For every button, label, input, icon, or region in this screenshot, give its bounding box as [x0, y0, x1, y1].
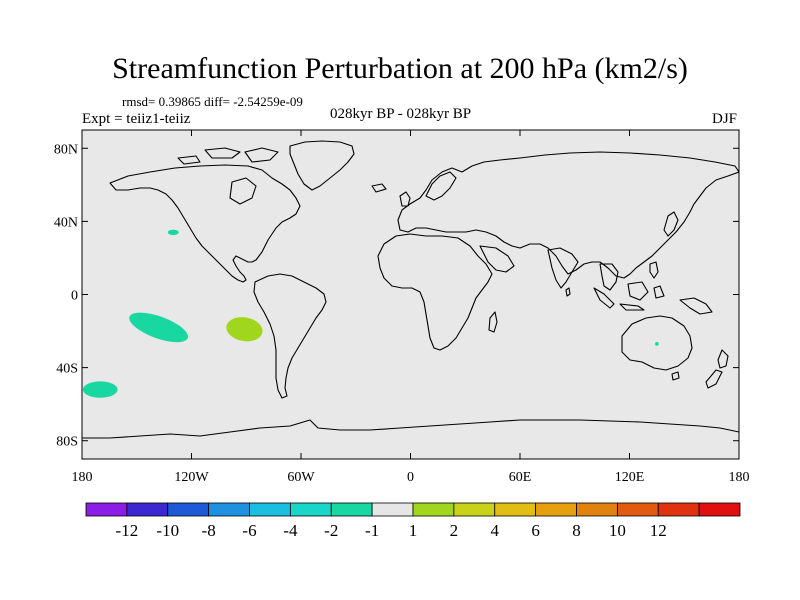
- colorbar-label: -8: [202, 521, 216, 540]
- map-background: [82, 130, 739, 459]
- coastlines: [82, 140, 739, 439]
- colorbar-label: 6: [531, 521, 540, 540]
- lon-tick-label: 180: [72, 470, 93, 485]
- lon-tick-label: 60E: [509, 470, 532, 485]
- colorbar-label: 1: [409, 521, 418, 540]
- anomaly-southeast-pacific-positive: [226, 317, 263, 342]
- colorbar-segment: [616, 502, 659, 517]
- colorbar-segment: [330, 502, 373, 517]
- latitude-axis: 80N 40N 0 40S 80S: [54, 142, 739, 450]
- colorbar-label: -12: [116, 521, 139, 540]
- lon-tick-label: 180: [729, 470, 750, 485]
- colorbar-segment: [371, 502, 414, 517]
- colorbar-segment: [126, 502, 169, 517]
- colorbar-segment: [412, 502, 455, 517]
- lat-tick-label: 40N: [54, 215, 78, 230]
- colorbar-segment: [698, 502, 741, 517]
- colorbar-segment: [453, 502, 496, 517]
- colorbar: -12 -10 -8 -6 -4 -2 -1 1 2 4 6 8 10 12: [85, 502, 741, 540]
- lat-tick-label: 40S: [56, 362, 78, 377]
- lon-tick-label: 0: [407, 470, 414, 485]
- period-label: 028kyr BP - 028kyr BP: [330, 106, 472, 122]
- lat-tick-label: 80S: [56, 435, 78, 450]
- colorbar-segment: [535, 502, 577, 517]
- colorbar-segment: [576, 502, 618, 517]
- lon-tick-label: 120W: [174, 470, 209, 485]
- lat-tick-label: 80N: [54, 142, 78, 157]
- colorbar-segment: [208, 502, 250, 517]
- colorbar-segment: [167, 502, 210, 517]
- season-label: DJF: [712, 111, 738, 127]
- lat-tick-label: 0: [71, 289, 78, 304]
- anomaly-north-pacific-small-negative: [167, 229, 179, 236]
- colorbar-label: 4: [491, 521, 500, 540]
- lon-tick-label: 120E: [615, 470, 645, 485]
- experiment-label: Expt = teiiz1-teiiz: [82, 111, 191, 127]
- colorbar-label: 2: [450, 521, 459, 540]
- colorbar-label: -6: [242, 521, 256, 540]
- colorbar-label: 10: [609, 521, 626, 540]
- rmsd-diff-stats: rmsd= 0.39865 diff= -2.54259e-09: [122, 94, 303, 109]
- colorbar-label: -10: [156, 521, 179, 540]
- longitude-axis: 180 120W 60W 0 60E 120E 180: [72, 130, 750, 485]
- colorbar-label: -2: [324, 521, 338, 540]
- anomaly-southern-ocean-negative: [82, 381, 118, 398]
- lon-tick-label: 60W: [287, 470, 315, 485]
- colorbar-segment: [494, 502, 537, 517]
- colorbar-label: -4: [283, 521, 298, 540]
- anomaly-south-pacific-negative: [129, 312, 189, 343]
- colorbar-segment: [249, 502, 291, 517]
- colorbar-label: 8: [572, 521, 581, 540]
- anomaly-australia-small-negative: [655, 342, 659, 346]
- colorbar-segment: [657, 502, 700, 517]
- figure-title: Streamfunction Perturbation at 200 hPa (…: [112, 52, 688, 85]
- colorbar-label: 12: [650, 521, 667, 540]
- anomaly-layer: [82, 229, 659, 398]
- colorbar-label: -1: [365, 521, 379, 540]
- colorbar-segment: [85, 502, 128, 517]
- colorbar-segment: [289, 502, 332, 517]
